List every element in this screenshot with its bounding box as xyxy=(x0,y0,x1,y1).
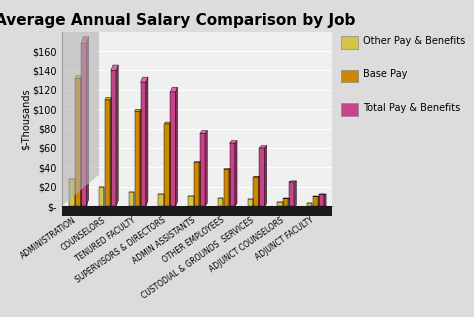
Polygon shape xyxy=(81,37,89,43)
Polygon shape xyxy=(164,122,171,124)
Polygon shape xyxy=(277,202,283,206)
Polygon shape xyxy=(140,82,146,206)
Polygon shape xyxy=(110,97,111,206)
Text: Base Pay: Base Pay xyxy=(363,69,407,80)
Text: ADMINISTRATION: ADMINISTRATION xyxy=(19,216,78,261)
Polygon shape xyxy=(289,181,296,182)
Polygon shape xyxy=(254,176,260,177)
Polygon shape xyxy=(247,199,253,206)
Polygon shape xyxy=(254,177,259,206)
Polygon shape xyxy=(164,124,170,206)
Text: CUSTODIAL & GROUNDS  SERVICES: CUSTODIAL & GROUNDS SERVICES xyxy=(140,216,256,300)
Polygon shape xyxy=(264,146,267,206)
Title: Average Annual Salary Comparison by Job: Average Annual Salary Comparison by Job xyxy=(0,13,356,28)
Polygon shape xyxy=(289,182,294,206)
Text: Other Pay & Benefits: Other Pay & Benefits xyxy=(363,36,465,46)
Polygon shape xyxy=(188,196,193,206)
Polygon shape xyxy=(289,198,290,206)
Polygon shape xyxy=(111,65,118,70)
Text: ADJUNCT FACULTY: ADJUNCT FACULTY xyxy=(254,216,316,262)
Polygon shape xyxy=(86,37,89,206)
Polygon shape xyxy=(170,87,178,92)
Polygon shape xyxy=(99,187,104,206)
Polygon shape xyxy=(259,146,267,148)
Y-axis label: $-Thousands: $-Thousands xyxy=(21,88,31,150)
Polygon shape xyxy=(105,100,110,206)
Polygon shape xyxy=(283,198,289,206)
Polygon shape xyxy=(224,169,229,206)
Text: OTHER EMPLOYEES: OTHER EMPLOYEES xyxy=(161,216,227,265)
Text: ADJUNCT COUNSELORS: ADJUNCT COUNSELORS xyxy=(208,216,286,274)
Polygon shape xyxy=(111,70,116,206)
Polygon shape xyxy=(69,179,75,206)
Polygon shape xyxy=(81,43,86,206)
Polygon shape xyxy=(75,78,81,206)
Polygon shape xyxy=(158,194,164,206)
Polygon shape xyxy=(194,162,200,206)
Text: SUPERVISORS & DIRECTORS: SUPERVISORS & DIRECTORS xyxy=(73,216,167,285)
Polygon shape xyxy=(75,76,82,78)
Polygon shape xyxy=(170,122,171,206)
Polygon shape xyxy=(135,111,140,206)
Polygon shape xyxy=(229,143,235,206)
Polygon shape xyxy=(140,109,141,206)
Polygon shape xyxy=(62,32,99,206)
Polygon shape xyxy=(129,191,134,206)
Polygon shape xyxy=(116,65,118,206)
Polygon shape xyxy=(324,194,326,206)
Polygon shape xyxy=(235,140,237,206)
Polygon shape xyxy=(205,131,207,206)
Polygon shape xyxy=(146,77,148,206)
Text: Total Pay & Benefits: Total Pay & Benefits xyxy=(363,103,460,113)
Polygon shape xyxy=(259,148,264,206)
Polygon shape xyxy=(175,87,178,206)
Text: COUNSELORS: COUNSELORS xyxy=(60,216,108,253)
Polygon shape xyxy=(318,196,319,206)
Polygon shape xyxy=(218,198,223,206)
Polygon shape xyxy=(135,109,141,111)
Polygon shape xyxy=(200,133,205,206)
Polygon shape xyxy=(319,194,324,206)
Polygon shape xyxy=(170,92,175,206)
Polygon shape xyxy=(140,77,148,82)
Polygon shape xyxy=(294,181,296,206)
Polygon shape xyxy=(105,97,111,100)
Polygon shape xyxy=(259,176,260,206)
Text: ADMIN ASSISTANTS: ADMIN ASSISTANTS xyxy=(131,216,197,266)
Polygon shape xyxy=(229,140,237,143)
Polygon shape xyxy=(81,76,82,206)
Text: TENURED FACULTY: TENURED FACULTY xyxy=(74,216,137,264)
Polygon shape xyxy=(200,131,207,133)
Polygon shape xyxy=(200,162,201,206)
Polygon shape xyxy=(229,169,230,206)
Polygon shape xyxy=(307,203,312,206)
Polygon shape xyxy=(313,196,318,206)
